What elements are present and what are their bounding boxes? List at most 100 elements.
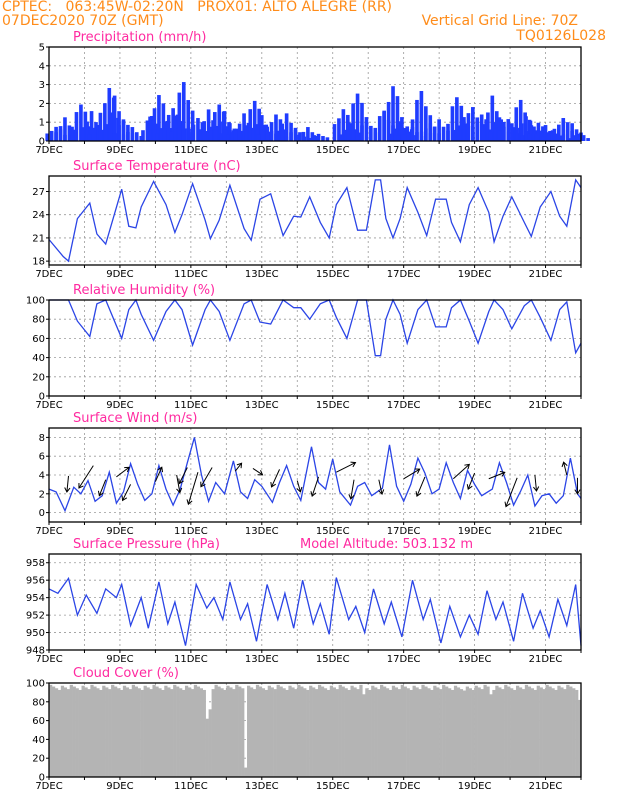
precip-bar xyxy=(208,126,213,141)
precip-bar xyxy=(459,105,464,141)
precip-bar xyxy=(401,134,406,141)
y-tick-label: 954 xyxy=(26,593,45,604)
precip-bar xyxy=(121,134,126,141)
precip-bar xyxy=(337,118,341,141)
cloud-column xyxy=(551,688,555,777)
cloud-column xyxy=(385,688,390,777)
panel-title: Precipitation (mm/h) xyxy=(73,30,206,45)
x-tick-label: 11DEC xyxy=(174,400,208,411)
cloud-column xyxy=(125,687,130,777)
panel-title: Relative Humidity (%) xyxy=(73,283,215,298)
wind-arrow-head xyxy=(97,490,104,497)
cloud-column xyxy=(377,689,381,777)
cloud-column xyxy=(229,687,233,777)
precip-bar xyxy=(518,99,523,141)
series-line xyxy=(49,298,582,357)
precip-bar xyxy=(570,123,574,141)
cloud-column xyxy=(450,689,455,777)
y-tick-label: 20 xyxy=(32,372,45,383)
cloud-column xyxy=(554,689,558,777)
y-tick-label: 0 xyxy=(39,773,45,784)
precip-bar xyxy=(325,137,330,141)
x-tick-label: 17DEC xyxy=(387,269,421,280)
precip-bar xyxy=(130,127,135,141)
series-line xyxy=(48,437,582,513)
cloud-column xyxy=(542,689,546,777)
precip-bar xyxy=(222,111,227,141)
precip-bar xyxy=(228,123,232,141)
precip-bar xyxy=(415,99,419,141)
precip-bar xyxy=(274,114,278,141)
y-tick-label: 4 xyxy=(39,61,45,72)
precip-bar xyxy=(233,130,238,141)
cloud-column xyxy=(252,689,257,777)
precip-bar xyxy=(148,116,152,141)
y-tick-label: 1 xyxy=(39,118,45,129)
cloud-column xyxy=(409,689,413,777)
x-tick-label: 11DEC xyxy=(174,526,208,537)
x-tick-label: 13DEC xyxy=(245,526,279,537)
cloud-column xyxy=(427,688,431,777)
cloud-column xyxy=(456,687,461,777)
precip-bar xyxy=(206,109,211,141)
cloud-column xyxy=(315,689,319,777)
cloud-column xyxy=(572,688,576,777)
cloud-column xyxy=(211,689,215,777)
cloud-column xyxy=(149,689,153,777)
precip-bar xyxy=(112,95,117,141)
precip-bar xyxy=(506,119,511,141)
y-tick-label: 958 xyxy=(26,558,45,569)
precip-bar xyxy=(212,112,217,141)
y-tick-label: 956 xyxy=(26,576,45,587)
cloud-column xyxy=(99,689,103,777)
precip-bar xyxy=(159,128,164,141)
cloud-column xyxy=(190,689,195,777)
precip-bar xyxy=(525,131,529,141)
precip-bar xyxy=(541,136,546,141)
panel-title: Surface Temperature (nC) xyxy=(73,159,241,174)
cloud-column xyxy=(196,686,201,777)
precip-bar xyxy=(557,124,561,141)
precip-bar xyxy=(398,121,402,141)
precip-bar xyxy=(191,124,196,141)
x-tick-label: 7DEC xyxy=(35,781,62,792)
x-tick-label: 11DEC xyxy=(174,269,208,280)
cloud-column xyxy=(510,688,514,777)
cloud-column xyxy=(560,687,564,777)
cloud-column xyxy=(111,684,115,777)
precip-bar xyxy=(446,123,450,141)
x-tick-label: 15DEC xyxy=(316,145,350,156)
cloud-column xyxy=(471,689,475,777)
cloud-column xyxy=(143,685,147,777)
precip-bar xyxy=(297,134,301,141)
x-tick-label: 7DEC xyxy=(35,526,62,537)
precip-bar xyxy=(237,123,242,141)
wind-arrow-head xyxy=(178,478,184,485)
precip-bar xyxy=(577,133,582,141)
cloud-column xyxy=(489,694,493,777)
y-tick-label: 80 xyxy=(32,697,45,708)
precip-bar xyxy=(289,132,293,141)
cloud-column xyxy=(54,688,59,777)
cloud-column xyxy=(507,686,511,777)
panel-1: 18 21 24 27 7DEC 9DEC 11DEC 13DEC 15DEC 17DEC 19DE… xyxy=(32,159,582,280)
wind-arrow xyxy=(296,480,301,492)
cloud-column xyxy=(326,689,331,777)
precip-bar xyxy=(386,101,391,141)
x-tick-label: 19DEC xyxy=(458,400,492,411)
wind-arrow xyxy=(467,472,476,490)
cloud-column xyxy=(167,687,171,777)
cloud-column xyxy=(341,686,345,777)
y-tick-label: 21 xyxy=(32,233,45,244)
cloud-column xyxy=(78,689,82,777)
cloud-column xyxy=(394,687,399,777)
y-tick-label: 60 xyxy=(32,716,45,727)
cloud-column xyxy=(495,685,499,777)
cloud-column xyxy=(303,688,307,777)
precip-bar xyxy=(455,97,459,141)
cloud-column xyxy=(255,684,260,777)
precip-bar xyxy=(471,107,475,141)
wind-arrow-head xyxy=(464,463,471,470)
wind-arrow-head xyxy=(415,491,422,497)
precip-bar xyxy=(462,126,466,141)
